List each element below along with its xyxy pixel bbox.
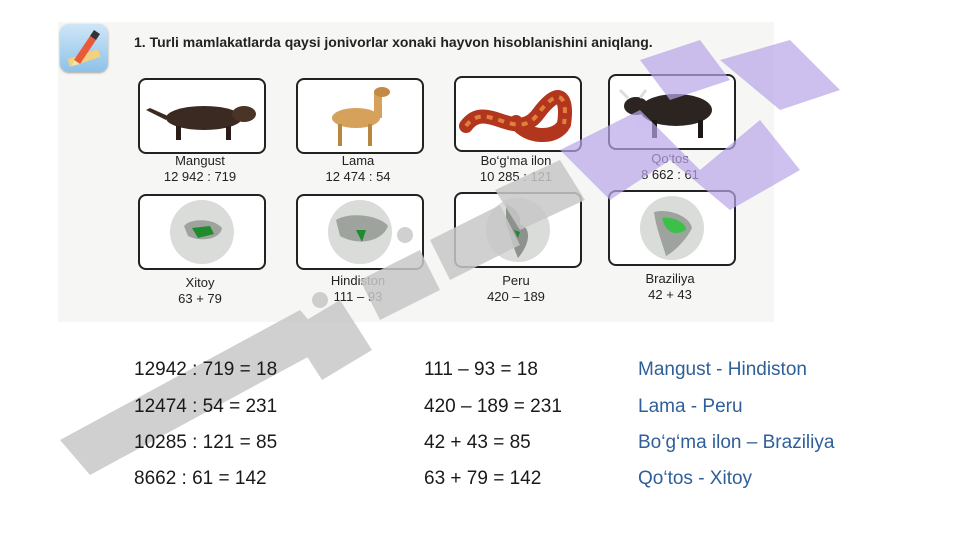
country-caption: Hindiston 111 – 93 [283, 273, 433, 305]
pencil-task-icon [60, 24, 108, 72]
animal-caption: Mangust 12 942 : 719 [125, 153, 275, 185]
task-title: 1. Turli mamlakatlarda qaysi jonivorlar … [134, 33, 754, 52]
llama-image [296, 78, 424, 154]
animal-caption: Lama 12 474 : 54 [283, 153, 433, 185]
animal-expression: 12 474 : 54 [325, 169, 391, 184]
animal-name: Mangust [175, 153, 225, 168]
task-text: Turli mamlakatlarda qaysi jonivorlar xon… [149, 34, 653, 50]
animal-caption: Qo‘tos 8 662 : 61 [595, 151, 745, 183]
mongoose-image [138, 78, 266, 154]
operation-result: 42 + 43 = 85 [424, 432, 531, 453]
operation-result: 63 + 79 = 142 [424, 468, 542, 489]
country-expression: 63 + 79 [178, 291, 222, 306]
division-result: 12942 : 719 = 18 [134, 359, 278, 380]
animal-expression: 8 662 : 61 [641, 167, 699, 182]
country-name: Xitoy [185, 275, 215, 290]
match-answer: Qo‘tos - Xitoy [638, 468, 753, 489]
country-name: Braziliya [645, 271, 695, 286]
animal-name: Qo‘tos [651, 151, 689, 166]
animal-caption: Bo‘g‘ma ilon 10 285 : 121 [441, 153, 591, 185]
division-result: 12474 : 54 = 231 [134, 396, 278, 417]
globe-peru-image [454, 192, 582, 268]
animal-expression: 10 285 : 121 [479, 169, 553, 184]
globe-brazil-image [608, 190, 736, 266]
country-caption: Peru 420 – 189 [441, 273, 591, 305]
country-caption: Braziliya 42 + 43 [595, 271, 745, 303]
country-caption: Xitoy 63 + 79 [125, 275, 275, 307]
animal-name: Lama [341, 153, 375, 168]
country-name: Hindiston [330, 273, 386, 288]
operation-result: 111 – 93 = 18 [424, 359, 538, 380]
yak-image [608, 74, 736, 150]
country-expression: 420 – 189 [487, 289, 545, 304]
country-name: Peru [502, 273, 530, 288]
animal-name: Bo‘g‘ma ilon [480, 153, 552, 168]
division-result: 8662 : 61 = 142 [134, 468, 267, 489]
globe-india-image [296, 194, 424, 270]
match-answer: Lama - Peru [638, 396, 743, 417]
division-result: 10285 : 121 = 85 [134, 432, 278, 453]
match-answer: Mangust - Hindiston [638, 359, 807, 380]
snake-image [454, 76, 582, 152]
match-answer: Bo‘g‘ma ilon – Braziliya [638, 432, 835, 453]
country-expression: 42 + 43 [648, 287, 692, 302]
country-expression: 111 – 93 [333, 289, 383, 304]
globe-china-image [138, 194, 266, 270]
task-number: 1. [134, 34, 146, 50]
operation-result: 420 – 189 = 231 [424, 396, 562, 417]
animal-expression: 12 942 : 719 [163, 169, 237, 184]
